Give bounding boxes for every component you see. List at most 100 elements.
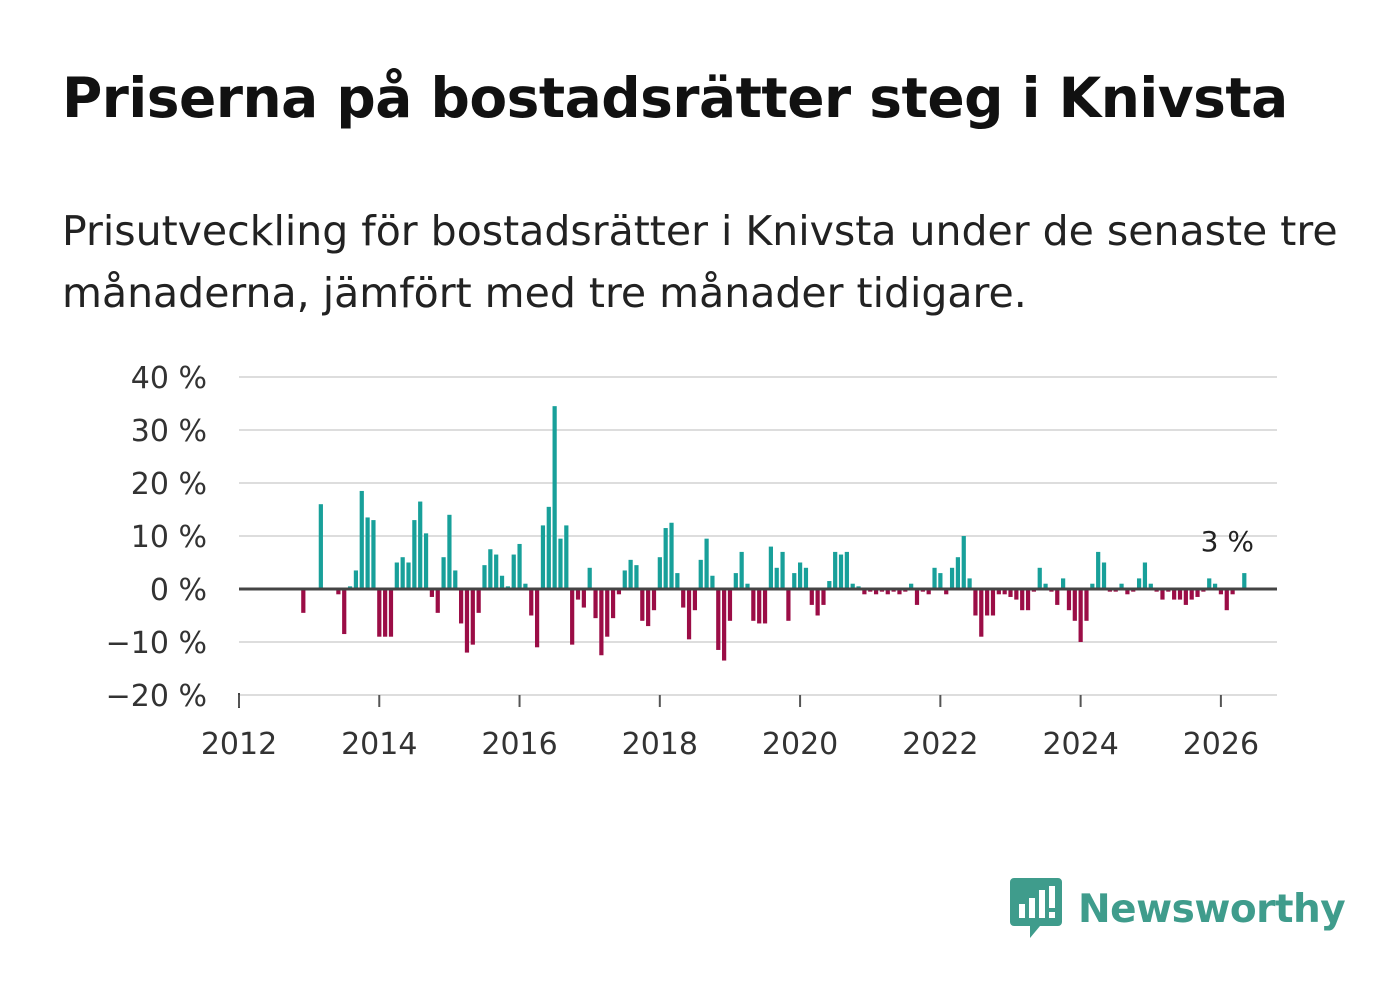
y-tick-label: 0 %: [150, 573, 207, 608]
bar: [768, 546, 773, 589]
bar: [593, 589, 598, 619]
bar: [1043, 583, 1048, 589]
bar: [1183, 589, 1188, 605]
bar: [1172, 589, 1177, 600]
bar: [1066, 589, 1072, 611]
bar: [651, 589, 657, 611]
bar: [640, 589, 645, 621]
bar: [546, 506, 551, 589]
bar: [482, 565, 487, 589]
bar: [949, 567, 955, 589]
bar: [447, 514, 452, 589]
bar: [786, 589, 791, 621]
bar: [967, 578, 972, 589]
bar: [476, 589, 481, 613]
bar: [926, 589, 931, 595]
y-tick-label: −10 %: [106, 626, 207, 661]
bar: [605, 589, 610, 637]
bar: [570, 589, 575, 645]
bar: [494, 554, 499, 589]
y-tick-label: 20 %: [131, 467, 207, 502]
bar: [540, 525, 546, 589]
bar: [1212, 583, 1218, 589]
bar: [1002, 589, 1007, 595]
bar: [657, 557, 662, 589]
bar: [523, 583, 528, 589]
bar: [499, 575, 505, 589]
bar: [710, 575, 715, 589]
bar: [850, 583, 855, 589]
bar: [400, 557, 405, 589]
bar: [423, 533, 429, 589]
bar: [762, 589, 768, 624]
bar: [1125, 589, 1130, 595]
x-tick-label: 2026: [1183, 727, 1259, 762]
bar: [885, 589, 890, 595]
bar: [616, 589, 622, 595]
bar: [1020, 589, 1025, 611]
bar: [815, 589, 820, 616]
newsworthy-logo[interactable]: Newsworthy: [1010, 878, 1346, 940]
bar: [342, 589, 347, 635]
bar: [955, 557, 961, 589]
bar: [429, 589, 434, 597]
bar: [412, 520, 417, 589]
bar: [1078, 589, 1083, 642]
bar: [1160, 589, 1165, 600]
bar: [774, 567, 779, 589]
bar: [1037, 567, 1042, 589]
bar: [780, 551, 785, 589]
x-tick-label: 2012: [201, 727, 277, 762]
bar: [610, 589, 616, 619]
bar: [406, 562, 411, 589]
bar: [803, 567, 809, 589]
bar: [1119, 583, 1124, 589]
logo-text: Newsworthy: [1078, 886, 1346, 932]
bar: [681, 589, 686, 608]
bar: [727, 589, 733, 621]
bar: [628, 559, 633, 589]
x-tick-label: 2014: [341, 727, 417, 762]
bar: [675, 573, 680, 589]
x-tick-label: 2018: [622, 727, 698, 762]
bar: [833, 551, 838, 589]
bar: [1189, 589, 1194, 600]
bar: [990, 589, 996, 616]
bar: [698, 559, 703, 589]
bar: [1061, 578, 1066, 589]
bar: [353, 570, 359, 589]
newsworthy-logo-icon: [1010, 878, 1062, 938]
bar: [1218, 589, 1224, 595]
x-tick-label: 2020: [762, 727, 838, 762]
bar: [459, 589, 464, 624]
bar: [914, 589, 920, 605]
bar: [663, 528, 668, 589]
bar: [552, 406, 557, 589]
bar: [1142, 562, 1148, 589]
bar: [336, 589, 341, 595]
bar: [453, 570, 458, 589]
bar: [622, 570, 627, 589]
bar: [757, 589, 762, 624]
bar: [809, 589, 814, 605]
bar: [745, 583, 750, 589]
bar: [669, 522, 674, 589]
bar: [1008, 589, 1013, 597]
bar: [301, 589, 306, 613]
bar: [1090, 583, 1095, 589]
bar: [716, 589, 721, 650]
bar: [1084, 589, 1089, 621]
bar: [1195, 589, 1200, 597]
bar: [938, 573, 943, 589]
bar: [581, 589, 586, 608]
bar: [733, 573, 738, 589]
bar: [973, 589, 978, 616]
bar: [534, 589, 540, 648]
x-tick-label: 2016: [481, 727, 557, 762]
y-tick-label: 10 %: [131, 520, 207, 555]
bar: [377, 589, 382, 637]
bar: [1025, 589, 1031, 611]
bar: [634, 565, 639, 589]
bar: [821, 589, 826, 605]
bar: [1242, 573, 1247, 589]
